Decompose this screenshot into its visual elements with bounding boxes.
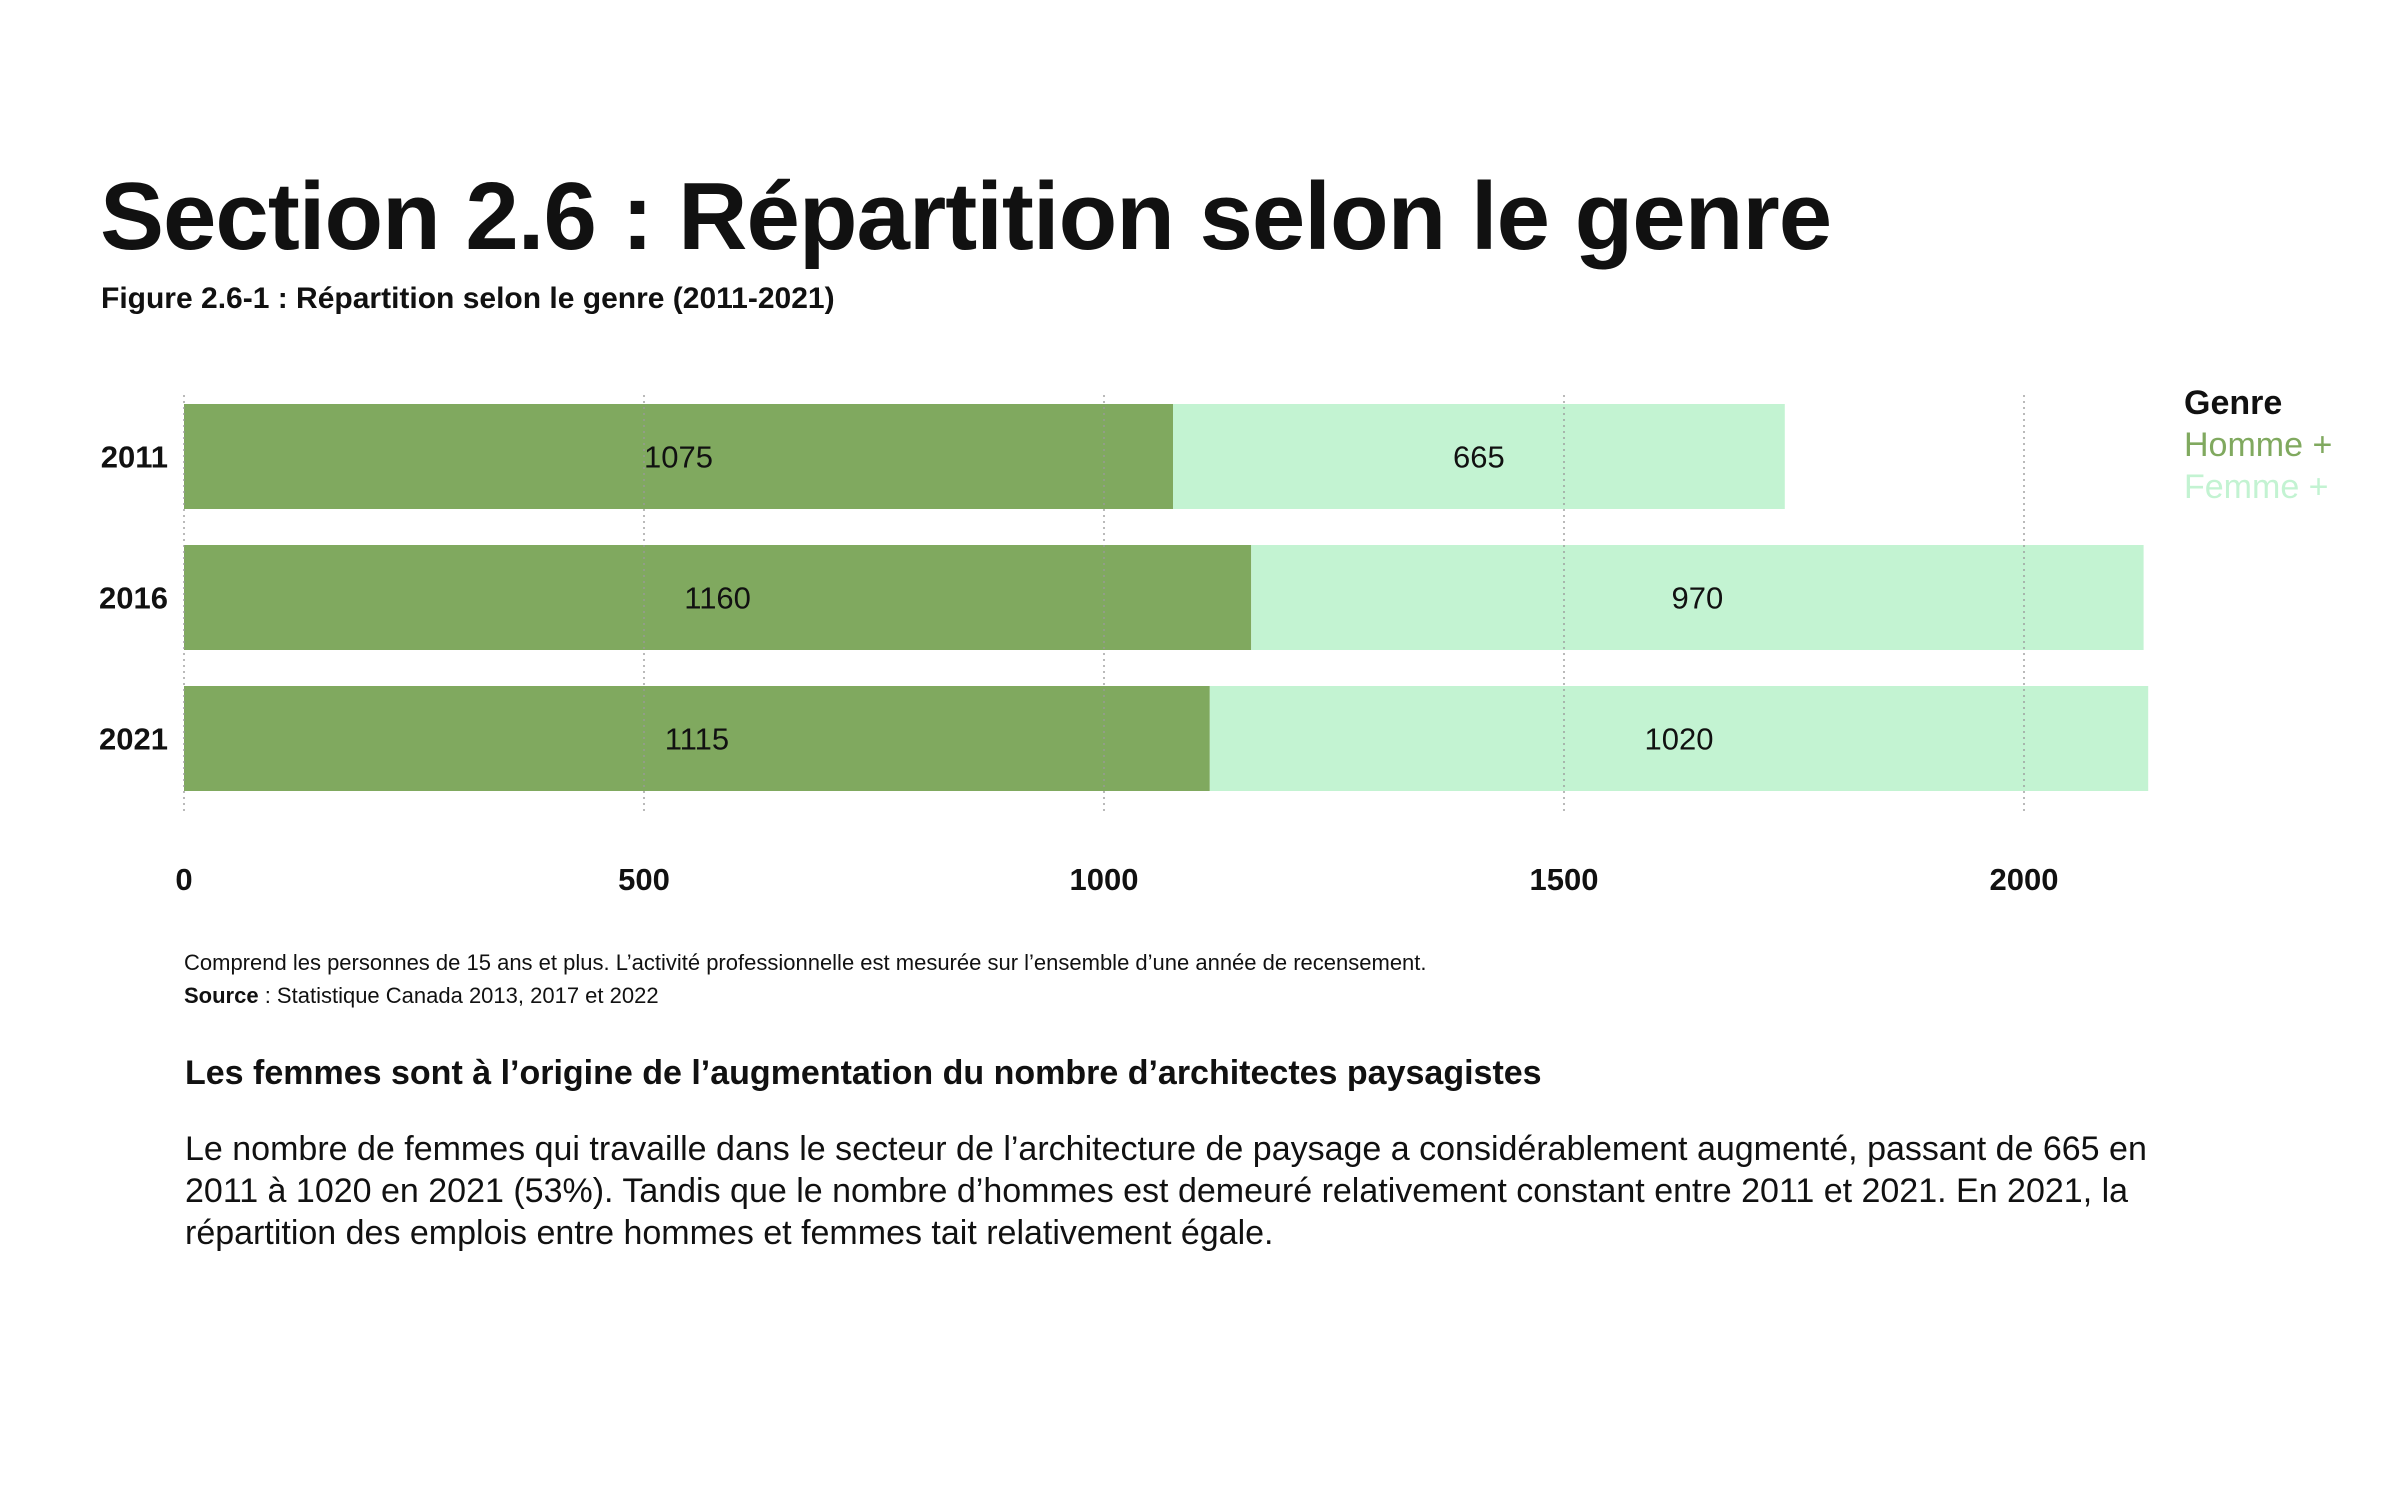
note-text: Comprend les personnes de 15 ans et plus… (184, 950, 1427, 975)
x-tick-label-1000: 1000 (1070, 862, 1139, 897)
x-tick-label-2000: 2000 (1990, 862, 2059, 897)
section-title: Section 2.6 : Répartition selon le genre (100, 163, 1832, 270)
bar-label-2011-femme: 665 (1453, 440, 1505, 475)
source-line: Source : Statistique Canada 2013, 2017 e… (184, 979, 1427, 1012)
figure-note: Comprend les personnes de 15 ans et plus… (184, 946, 1427, 1012)
bar-label-2016-femme: 970 (1672, 581, 1724, 616)
category-label-2021: 2021 (99, 722, 168, 757)
x-tick-label-500: 500 (618, 862, 670, 897)
x-tick-label-1500: 1500 (1530, 862, 1599, 897)
bar-label-2021-femme: 1020 (1645, 722, 1714, 757)
category-label-2016: 2016 (99, 581, 168, 616)
category-label-2011: 2011 (101, 440, 168, 475)
bar-2021-femme (1209, 686, 2149, 791)
body-paragraph: Le nombre de femmes qui travaille dans l… (185, 1130, 2147, 1252)
stacked-bar-chart: 1075 665 2011 1160 970 2016 1115 1020 2021 0 500 10… (99, 395, 2149, 897)
figure-title: Figure 2.6-1 : Répartition selon le genr… (101, 282, 835, 315)
section-subhead: Les femmes sont à l’origine de l’augment… (185, 1054, 1542, 1092)
chart-legend: Genre Homme + Femme + (2184, 382, 2332, 508)
bar-label-2016-homme: 1160 (684, 581, 751, 616)
legend-title: Genre (2184, 384, 2283, 422)
bar-2021-homme (184, 686, 1210, 791)
bar-2011-homme (184, 404, 1173, 509)
legend-item-femme: Femme + (2184, 468, 2329, 506)
x-tick-label-0: 0 (175, 862, 192, 897)
bar-2016-homme (184, 545, 1252, 650)
bar-2011-femme (1173, 404, 1785, 509)
legend-item-homme: Homme + (2184, 426, 2333, 464)
bar-label-2021-homme: 1115 (665, 722, 729, 757)
bar-label-2011-homme: 1075 (644, 440, 713, 475)
bar-2016-femme (1251, 545, 2144, 650)
source-label: Source (184, 983, 259, 1008)
source-text: : Statistique Canada 2013, 2017 et 2022 (258, 983, 659, 1008)
